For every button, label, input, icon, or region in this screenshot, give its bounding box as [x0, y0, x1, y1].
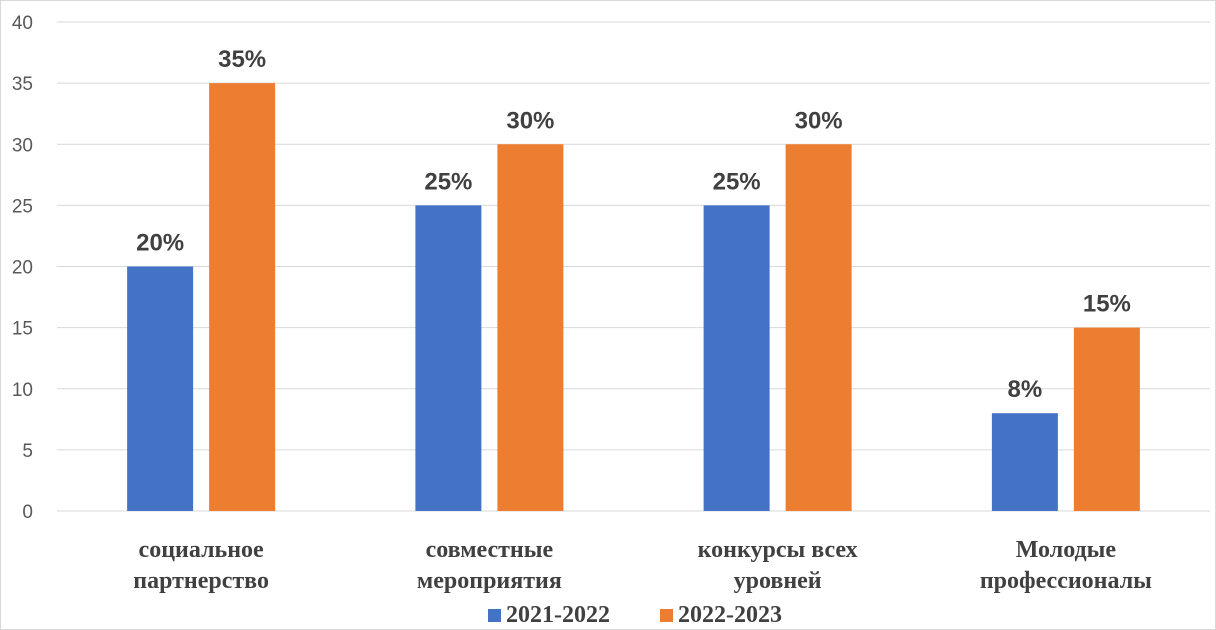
bar-series-1	[127, 266, 194, 511]
y-tick-label: 20	[12, 258, 33, 279]
category-label: социальное	[139, 537, 265, 563]
legend-label: 2021-2022	[506, 602, 610, 628]
y-tick-label: 25	[12, 196, 33, 217]
category-label: мероприятия	[417, 568, 562, 594]
bar-series-2	[209, 83, 276, 511]
y-tick-label: 35	[12, 74, 33, 95]
data-label: 25%	[713, 168, 761, 195]
y-tick-label: 30	[12, 135, 33, 156]
data-label: 25%	[424, 168, 472, 195]
data-label: 15%	[1083, 291, 1131, 318]
bar-series-2	[497, 144, 564, 511]
category-label: профессионалы	[980, 568, 1152, 594]
category-labels: социальное партнерство совместные мероприят…	[133, 537, 1152, 594]
category-label: совместные	[426, 537, 554, 563]
data-label: 8%	[1008, 376, 1043, 403]
y-axis-ticks: 0 5 10 15 20 25 30 35 40	[12, 13, 33, 523]
data-label: 35%	[218, 46, 266, 73]
data-label: 20%	[136, 230, 184, 257]
category-label: уровней	[734, 568, 822, 594]
data-label: 30%	[506, 107, 554, 134]
bars	[127, 83, 1140, 511]
data-labels: 20% 35% 25% 30% 25% 30% 8% 15%	[136, 46, 1131, 403]
data-label: 30%	[795, 107, 843, 134]
category-label: партнерство	[133, 568, 269, 594]
category-label: конкурсы всех	[698, 537, 858, 563]
bar-series-1	[415, 205, 482, 511]
y-tick-label: 0	[22, 502, 33, 523]
bar-series-2	[1073, 327, 1140, 511]
legend-label: 2022-2023	[678, 602, 782, 628]
y-tick-label: 5	[22, 441, 33, 462]
bar-series-1	[703, 205, 770, 511]
legend: 2021-2022 2022-2023	[488, 602, 782, 628]
y-tick-label: 15	[12, 319, 33, 340]
legend-swatch	[660, 609, 673, 622]
y-tick-label: 10	[12, 380, 33, 401]
category-label: Молодые	[1016, 537, 1117, 563]
legend-swatch	[488, 609, 501, 622]
bar-series-1	[991, 413, 1058, 511]
bar-series-2	[785, 144, 852, 511]
y-tick-label: 40	[12, 13, 33, 34]
